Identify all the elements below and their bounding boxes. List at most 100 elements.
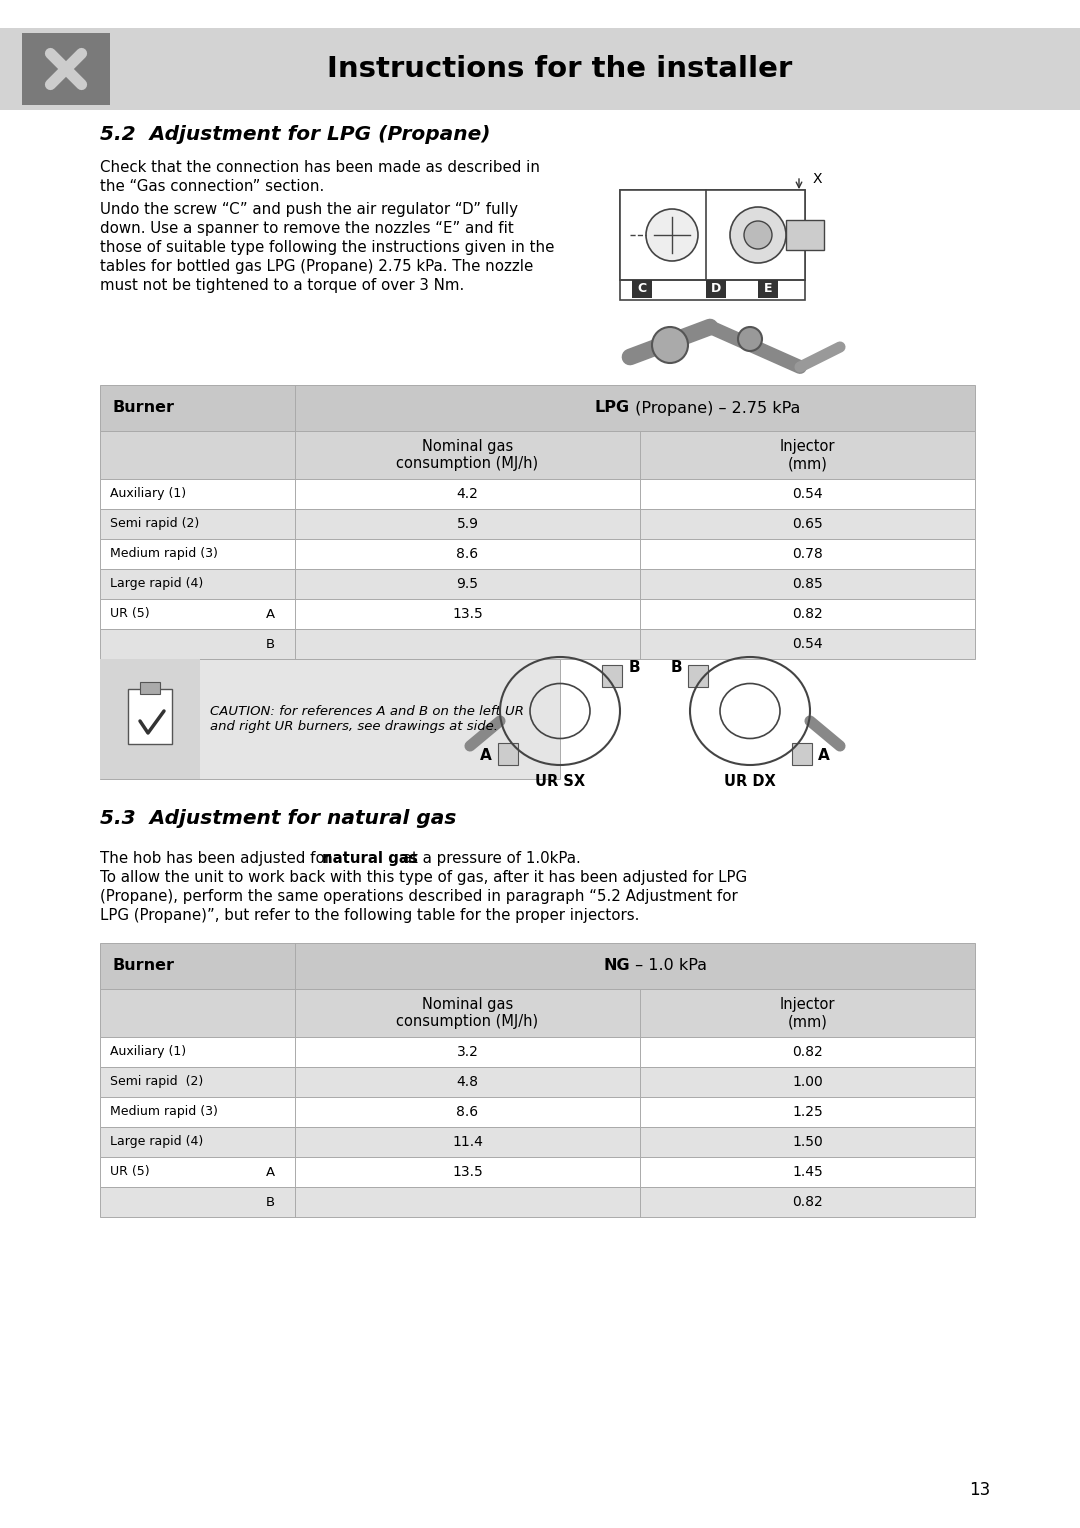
Text: Instructions for the installer: Instructions for the installer (327, 55, 793, 83)
Text: 8.6: 8.6 (457, 547, 478, 561)
Text: at a pressure of 1.0kPa.: at a pressure of 1.0kPa. (399, 851, 581, 866)
Text: 3.2: 3.2 (457, 1045, 478, 1059)
Text: D: D (711, 283, 721, 295)
Text: B: B (671, 660, 681, 674)
Text: Undo the screw “C” and push the air regulator “D” fully: Undo the screw “C” and push the air regu… (100, 202, 518, 217)
Text: A: A (819, 747, 829, 762)
Bar (22, 34, 110, 105)
Circle shape (744, 222, 772, 249)
Text: X: X (813, 173, 823, 186)
Text: must not be tightened to a torque of over 3 Nm.: must not be tightened to a torque of ove… (100, 278, 464, 293)
Bar (100, 1097, 975, 1128)
Text: 0.85: 0.85 (792, 578, 823, 591)
Text: Large rapid (4): Large rapid (4) (110, 1135, 203, 1149)
Text: Burner: Burner (112, 400, 174, 416)
Text: A: A (266, 608, 274, 620)
Text: Medium rapid (3): Medium rapid (3) (110, 547, 218, 561)
Text: 13.5: 13.5 (453, 607, 483, 620)
Text: The hob has been adjusted for: The hob has been adjusted for (100, 851, 336, 866)
Bar (620, 189, 805, 299)
Text: LPG (Propane)”, but refer to the following table for the proper injectors.: LPG (Propane)”, but refer to the followi… (100, 908, 639, 923)
Text: CAUTION: for references A and B on the left UR
and right UR burners, see drawing: CAUTION: for references A and B on the l… (210, 704, 524, 733)
Bar (786, 220, 824, 251)
Text: Semi rapid  (2): Semi rapid (2) (110, 1076, 203, 1088)
Text: Burner: Burner (112, 958, 174, 973)
Bar (100, 1067, 975, 1097)
Text: 9.5: 9.5 (457, 578, 478, 591)
Text: To allow the unit to work back with this type of gas, after it has been adjusted: To allow the unit to work back with this… (100, 869, 747, 885)
Text: C: C (637, 283, 647, 295)
Bar (100, 431, 975, 478)
Bar (100, 1038, 975, 1067)
Bar (100, 385, 975, 431)
Text: Semi rapid (2): Semi rapid (2) (110, 518, 199, 530)
Text: Medium rapid (3): Medium rapid (3) (110, 1105, 218, 1118)
Circle shape (738, 327, 762, 351)
Text: Injector
(mm): Injector (mm) (780, 996, 835, 1030)
Text: natural gas: natural gas (322, 851, 418, 866)
Text: B: B (266, 1195, 274, 1209)
Bar (792, 743, 812, 766)
Bar (100, 989, 975, 1038)
Text: the “Gas connection” section.: the “Gas connection” section. (100, 179, 324, 194)
Text: 0.82: 0.82 (792, 607, 823, 620)
Text: 13.5: 13.5 (453, 1164, 483, 1180)
Text: 0.54: 0.54 (793, 637, 823, 651)
Bar (100, 630, 975, 659)
Text: 0.54: 0.54 (793, 487, 823, 501)
Circle shape (646, 209, 698, 261)
Bar (100, 478, 975, 509)
Text: NG: NG (604, 958, 630, 973)
Text: those of suitable type following the instructions given in the: those of suitable type following the ins… (100, 240, 554, 255)
Text: down. Use a spanner to remove the nozzles “E” and fit: down. Use a spanner to remove the nozzle… (100, 222, 514, 235)
Circle shape (730, 206, 786, 263)
Text: B: B (629, 660, 639, 674)
Bar (129, 689, 172, 744)
Text: 0.65: 0.65 (792, 516, 823, 532)
Text: (Propane), perform the same operations described in paragraph “5.2 Adjustment fo: (Propane), perform the same operations d… (100, 889, 738, 905)
Bar (100, 1128, 975, 1157)
Text: UR (5): UR (5) (110, 1166, 150, 1178)
Bar (100, 659, 200, 779)
Text: 13: 13 (970, 1481, 990, 1499)
Text: LPG: LPG (595, 400, 630, 416)
Text: 1.25: 1.25 (792, 1105, 823, 1118)
Text: (Propane) – 2.75 kPa: (Propane) – 2.75 kPa (630, 400, 800, 416)
Text: 11.4: 11.4 (453, 1135, 483, 1149)
Text: 5.2  Adjustment for LPG (Propane): 5.2 Adjustment for LPG (Propane) (100, 125, 490, 144)
Bar (632, 280, 652, 298)
Text: Large rapid (4): Large rapid (4) (110, 578, 203, 590)
Text: A: A (481, 747, 491, 762)
Text: B: B (266, 637, 274, 651)
Text: 4.2: 4.2 (457, 487, 478, 501)
Bar (100, 1157, 975, 1187)
Bar (620, 189, 805, 280)
Text: UR DX: UR DX (724, 773, 775, 788)
Bar (602, 665, 622, 688)
Text: tables for bottled gas LPG (Propane) 2.75 kPa. The nozzle: tables for bottled gas LPG (Propane) 2.7… (100, 260, 534, 274)
Text: A: A (266, 1166, 274, 1178)
Circle shape (652, 327, 688, 364)
Bar (758, 280, 778, 298)
Text: Injector
(mm): Injector (mm) (780, 439, 835, 471)
Bar (706, 280, 726, 298)
Text: 0.78: 0.78 (792, 547, 823, 561)
Bar (100, 509, 975, 539)
Bar (498, 743, 518, 766)
Bar (100, 568, 975, 599)
Bar (0, 28, 1080, 110)
Text: UR SX: UR SX (535, 773, 585, 788)
Text: 1.45: 1.45 (792, 1164, 823, 1180)
Bar (100, 539, 975, 568)
Text: 5.9: 5.9 (457, 516, 478, 532)
Text: Auxiliary (1): Auxiliary (1) (110, 487, 186, 501)
Text: 4.8: 4.8 (457, 1076, 478, 1089)
Text: UR (5): UR (5) (110, 608, 150, 620)
Bar (688, 665, 708, 688)
Bar (100, 943, 975, 989)
Text: 0.82: 0.82 (792, 1045, 823, 1059)
Bar (100, 599, 975, 630)
Text: 0.82: 0.82 (792, 1195, 823, 1209)
Text: E: E (764, 283, 772, 295)
Bar (100, 659, 561, 779)
